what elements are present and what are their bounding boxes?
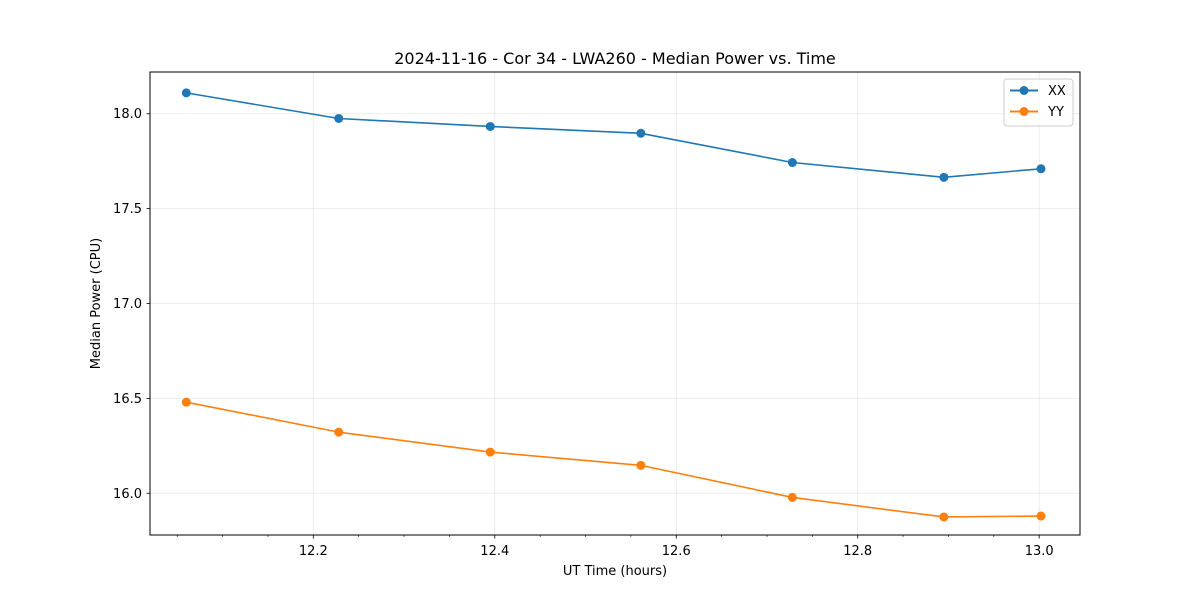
series-xx-point bbox=[1036, 164, 1046, 174]
series-xx-point bbox=[334, 113, 344, 123]
y-axis-label: Median Power (CPU) bbox=[89, 238, 104, 369]
y-tick-label: 16.0 bbox=[113, 487, 142, 502]
x-tick-label: 13.0 bbox=[1025, 544, 1054, 559]
ticks: 12.2 12.4 12.6 12.8 13.0 16.0 16.5 17.0 17.5 18.0 bbox=[113, 107, 1054, 559]
series-xx-point bbox=[181, 88, 191, 98]
y-tick-label: 17.5 bbox=[113, 202, 142, 217]
chart-title: 2024-11-16 - Cor 34 - LWA260 - Median Po… bbox=[394, 49, 836, 68]
series-xx-point bbox=[787, 158, 797, 168]
y-tick-label: 17.0 bbox=[113, 297, 142, 312]
series-xx-point bbox=[485, 121, 495, 131]
series-xx-point bbox=[939, 172, 949, 182]
x-tick-label: 12.4 bbox=[480, 544, 509, 559]
x-axis-label: UT Time (hours) bbox=[563, 564, 667, 579]
x-tick-label: 12.2 bbox=[299, 544, 328, 559]
y-tick-label: 18.0 bbox=[113, 107, 142, 122]
series-yy-point bbox=[636, 460, 646, 470]
grid bbox=[150, 72, 1080, 535]
series-yy-point bbox=[1036, 511, 1046, 521]
legend-yy-label: YY bbox=[1047, 105, 1064, 120]
series-xx-point bbox=[636, 128, 646, 138]
x-tick-label: 12.6 bbox=[662, 544, 691, 559]
legend-xx-label: XX bbox=[1048, 84, 1066, 99]
series-yy-point bbox=[334, 427, 344, 437]
y-tick-label: 16.5 bbox=[113, 392, 142, 407]
series-yy-point bbox=[485, 447, 495, 457]
series-yy-point bbox=[181, 397, 191, 407]
legend-yy-marker bbox=[1019, 107, 1029, 116]
legend: XX YY bbox=[1003, 78, 1074, 127]
series-yy-point bbox=[939, 512, 949, 522]
legend-xx-marker bbox=[1019, 86, 1029, 95]
series-layer bbox=[181, 88, 1046, 522]
x-tick-label: 12.8 bbox=[843, 544, 872, 559]
series-yy-point bbox=[787, 492, 797, 502]
